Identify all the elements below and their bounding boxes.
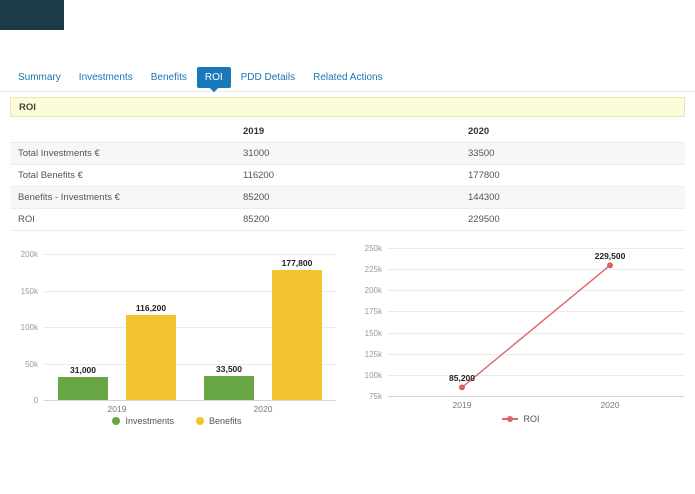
line-chart-y-axis: 75k 100k 125k 150k 175k 200k 225k 250k xyxy=(352,244,382,401)
y-tick-label: 200k xyxy=(20,250,38,259)
tab-investments[interactable]: Investments xyxy=(78,72,133,83)
section-header: ROI xyxy=(10,97,685,117)
gridline xyxy=(44,327,336,328)
bar-investments-2020 xyxy=(204,376,254,400)
line-chart-plot: 85,200 229,500 xyxy=(388,248,684,397)
investments-legend-icon xyxy=(112,417,121,425)
bar-value-label: 116,200 xyxy=(135,303,167,313)
benefits-legend-icon xyxy=(196,417,204,425)
bar-value-label: 33,500 xyxy=(216,364,242,374)
point-value-label: 229,500 xyxy=(594,251,626,262)
bar-chart-y-axis: 0 50k 100k 150k 200k xyxy=(12,250,38,405)
row-label: Benefits - Investments € xyxy=(10,186,235,209)
tab-benefits[interactable]: Benefits xyxy=(150,72,187,83)
x-tick-label: 2019 xyxy=(452,400,472,410)
legend-item-roi[interactable]: ROI xyxy=(502,414,540,424)
table-row-benefits-investments: Benefits - Investments €85200 144300 xyxy=(10,186,685,209)
app-logo xyxy=(0,0,64,30)
y-tick-label: 75k xyxy=(369,392,382,401)
row-label: ROI xyxy=(10,208,235,231)
y-tick-label: 100k xyxy=(364,370,382,380)
row-value: 229500 xyxy=(460,208,685,231)
bar-chart-x-axis: 2019 2020 xyxy=(44,404,336,416)
roi-point-2020 xyxy=(607,262,613,269)
row-value: 85200 xyxy=(235,186,460,209)
roi-table: 2019 2020 Total Investments €31000 33500 To… xyxy=(10,121,685,231)
tab-pdd-details[interactable]: PDD Details xyxy=(240,72,296,83)
row-label: Total Investments € xyxy=(10,142,235,165)
gridline xyxy=(388,248,684,249)
legend-label: Investments xyxy=(125,416,174,426)
bar-benefits-2020 xyxy=(272,270,322,400)
column-header: 2019 xyxy=(235,121,460,143)
y-tick-label: 100k xyxy=(20,323,38,332)
line-chart-legend: ROI xyxy=(352,414,690,424)
legend-item-investments[interactable]: Investments xyxy=(112,416,174,426)
x-tick-label: 2020 xyxy=(253,404,273,414)
bar-chart-legend: Investments Benefits xyxy=(12,416,342,426)
section-title: ROI xyxy=(19,101,36,113)
x-tick-label: 2020 xyxy=(600,400,620,410)
y-tick-label: 175k xyxy=(364,307,382,317)
legend-item-benefits[interactable]: Benefits xyxy=(196,416,242,426)
gridline xyxy=(44,400,336,401)
tab-bar: Summary Investments Benefits ROI PDD Details… xyxy=(10,67,391,88)
gridline xyxy=(388,353,684,355)
y-tick-label: 225k xyxy=(364,265,382,275)
roi-legend-icon xyxy=(502,416,519,422)
bar-investments-2019 xyxy=(58,377,108,400)
point-value-label: 85,200 xyxy=(449,373,475,384)
gridline xyxy=(388,290,684,292)
y-tick-label: 50k xyxy=(25,359,38,369)
tab-related-actions[interactable]: Related Actions xyxy=(313,72,383,83)
gridline xyxy=(388,269,684,271)
y-tick-label: 250k xyxy=(364,244,382,253)
row-value: 116200 xyxy=(235,164,460,187)
row-label: Total Benefits € xyxy=(10,164,235,187)
gridline xyxy=(44,254,336,255)
legend-label: ROI xyxy=(523,414,540,424)
table-row-total-benefits: Total Benefits €116200 177800 xyxy=(10,164,685,187)
gridline xyxy=(44,290,336,292)
tab-roi[interactable]: ROI xyxy=(196,67,231,88)
column-header: 2020 xyxy=(460,121,685,143)
y-tick-label: 150k xyxy=(20,286,38,296)
roi-table-body: Total Investments €31000 33500 Total Benef… xyxy=(10,142,685,231)
row-value: 33500 xyxy=(460,142,685,165)
bar-chart-plot: 31,000 116,200 33,500 177,800 xyxy=(44,254,336,401)
tab-summary[interactable]: Summary xyxy=(18,72,61,83)
row-value: 177800 xyxy=(460,164,685,187)
investments-benefits-bar-chart: 0 50k 100k 150k 200k 31,000 116,200 33,500 177,… xyxy=(12,246,342,428)
header-row: 2019 2020 xyxy=(10,121,685,143)
roi-line xyxy=(459,262,613,391)
table-row-total-investments: Total Investments €31000 33500 xyxy=(10,142,685,165)
legend-label: Benefits xyxy=(209,416,242,426)
y-tick-label: 150k xyxy=(364,328,382,338)
x-tick-label: 2019 xyxy=(107,404,127,414)
roi-line-chart: 75k 100k 125k 150k 175k 200k 225k 250k 85,200 22… xyxy=(352,240,690,428)
tab-bar-row: Summary Investments Benefits ROI PDD Details… xyxy=(0,64,695,92)
row-value: 144300 xyxy=(460,186,685,209)
bar-value-label: 177,800 xyxy=(281,258,313,268)
gridline xyxy=(44,363,336,365)
gridline xyxy=(388,332,684,334)
roi-table-head: 2019 2020 xyxy=(10,121,685,143)
roi-point-2019 xyxy=(459,384,465,391)
table-row-roi: ROI 85200 229500 xyxy=(10,208,685,231)
bar-benefits-2019 xyxy=(126,315,176,400)
column-header xyxy=(10,121,235,143)
bar-value-label: 31,000 xyxy=(70,365,96,375)
row-value: 85200 xyxy=(235,208,460,231)
row-value: 31000 xyxy=(235,142,460,165)
gridline xyxy=(388,311,684,313)
gridline xyxy=(388,396,684,397)
y-tick-label: 125k xyxy=(364,349,382,359)
y-tick-label: 0 xyxy=(33,396,38,405)
gridline xyxy=(388,374,684,376)
y-tick-label: 200k xyxy=(364,286,382,296)
line-chart-x-axis: 2019 2020 xyxy=(388,400,684,412)
